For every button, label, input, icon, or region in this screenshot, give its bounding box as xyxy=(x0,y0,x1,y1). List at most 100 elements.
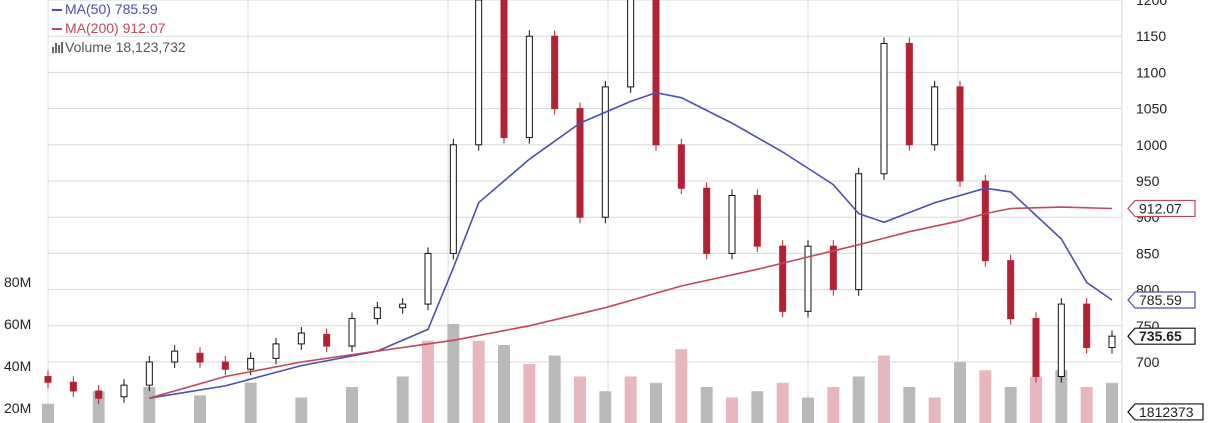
volume-bar xyxy=(802,397,814,423)
volume-bar xyxy=(1080,387,1093,423)
volume-bar xyxy=(624,376,637,423)
volume-bar xyxy=(827,387,840,423)
candle-body xyxy=(551,35,559,110)
candle-body xyxy=(804,245,812,312)
candle-body xyxy=(348,318,356,347)
volume-bar xyxy=(548,355,561,423)
candle-body xyxy=(905,42,913,146)
candle-body xyxy=(576,108,584,218)
value-marker: 912.07 xyxy=(1127,199,1196,218)
candle-body xyxy=(297,332,305,345)
candle-body xyxy=(1057,303,1065,377)
candle-body xyxy=(95,390,103,399)
price-tick-label: 700 xyxy=(1136,354,1160,370)
chart-legend: MA(50) 785.59 MA(200) 912.07 Volume 18,1… xyxy=(52,0,186,57)
volume-bar xyxy=(244,382,257,423)
volume-bar xyxy=(422,340,434,423)
candle-body xyxy=(931,86,939,146)
price-tick-label: 1100 xyxy=(1136,64,1166,80)
legend-ma200: MA(200) 912.07 xyxy=(52,19,186,38)
ma200-line xyxy=(149,206,1113,399)
ma50-swatch xyxy=(52,8,62,11)
volume-bar xyxy=(903,387,916,423)
volume-tick-label: 80M xyxy=(4,274,31,290)
candle-body xyxy=(829,245,837,291)
volume-bar xyxy=(346,387,358,423)
price-tick-label: 1200 xyxy=(1136,0,1167,8)
volume-bar xyxy=(396,376,409,423)
price-tick-label: 1150 xyxy=(1136,28,1166,44)
volume-bar xyxy=(928,397,941,423)
volume-bar xyxy=(726,397,738,423)
candle-body xyxy=(399,303,407,309)
candle-body xyxy=(525,35,533,139)
volume-bar xyxy=(1030,376,1042,423)
candle-body xyxy=(779,245,787,312)
legend-volume-label: Volume 18,123,732 xyxy=(65,39,186,55)
candle-body xyxy=(1007,260,1015,320)
ma200-swatch xyxy=(52,27,62,30)
grid xyxy=(47,0,1123,423)
volume-bar xyxy=(143,387,156,423)
volume-bar xyxy=(1055,370,1068,423)
value-marker-badge xyxy=(1127,403,1204,421)
legend-ma200-label: MA(200) 912.07 xyxy=(65,20,166,36)
candle-body xyxy=(44,375,52,383)
volume-bars xyxy=(42,324,1118,423)
candle-body xyxy=(424,252,432,305)
candle-body xyxy=(855,173,863,291)
volume-bar xyxy=(776,382,789,423)
volume-bar xyxy=(1106,382,1118,423)
value-marker-badge xyxy=(1127,199,1196,218)
candle-body xyxy=(500,0,508,139)
value-marker: 735.65 xyxy=(1127,327,1196,345)
volume-bar xyxy=(675,349,688,423)
candle-body xyxy=(449,144,457,254)
candle-body xyxy=(171,350,179,363)
candle-body xyxy=(1032,318,1040,377)
candle-body xyxy=(120,384,128,398)
candle-body xyxy=(703,187,711,254)
volume-tick-label: 60M xyxy=(4,316,31,332)
candle-body xyxy=(880,42,888,175)
ma50-line xyxy=(149,91,1113,399)
volume-bar xyxy=(447,324,460,423)
candle-body xyxy=(627,0,635,88)
candle-body xyxy=(323,333,331,347)
value-marker-badge xyxy=(1127,291,1196,309)
volume-tick-label: 20M xyxy=(4,400,31,416)
candle-body xyxy=(69,381,77,392)
volume-bar xyxy=(878,355,890,423)
candle-body xyxy=(1083,303,1091,349)
price-tick-label: 850 xyxy=(1136,245,1160,261)
candle-body xyxy=(753,194,761,247)
volume-bar xyxy=(1004,387,1017,423)
volume-bar xyxy=(472,340,485,423)
volume-tick-label: 40M xyxy=(4,358,31,374)
volume-icon xyxy=(52,42,63,53)
volume-bar xyxy=(574,376,586,423)
volume-bar xyxy=(700,387,713,423)
value-marker-label: 912.07 xyxy=(1139,200,1182,216)
candle-body xyxy=(247,357,255,370)
volume-bar xyxy=(979,370,992,423)
candle-body xyxy=(981,180,989,262)
volume-bar xyxy=(92,391,105,423)
candle-body xyxy=(1108,335,1116,349)
candle-body xyxy=(956,86,964,182)
legend-ma50-label: MA(50) 785.59 xyxy=(65,1,158,17)
candle-body xyxy=(475,0,483,146)
value-marker-label: 735.65 xyxy=(1139,328,1182,344)
price-tick-label: 1050 xyxy=(1136,101,1167,117)
candle-body xyxy=(272,343,280,359)
candle-body xyxy=(373,307,381,320)
volume-bar xyxy=(523,363,536,423)
legend-ma50: MA(50) 785.59 xyxy=(52,0,186,19)
candle-body xyxy=(221,361,229,370)
price-tick-label: 950 xyxy=(1136,173,1160,189)
price-candles xyxy=(44,0,1116,405)
price-tick-label: 1000 xyxy=(1136,137,1167,153)
volume-bar xyxy=(498,345,510,423)
candle-body xyxy=(601,86,609,218)
value-marker: 785.59 xyxy=(1127,291,1196,309)
